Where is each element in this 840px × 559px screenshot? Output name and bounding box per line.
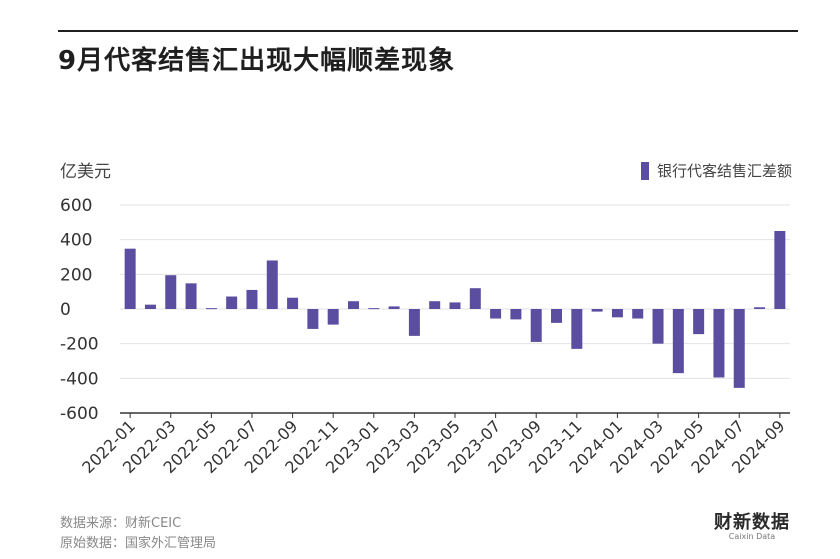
bar (693, 309, 705, 335)
bar (266, 260, 278, 309)
y-tick-label: 200 (60, 265, 92, 285)
bar (652, 309, 664, 344)
caixin-data-logo: 财新数据 Caixin Data (714, 508, 790, 541)
legend-swatch (640, 161, 649, 180)
bar (449, 302, 461, 309)
bar (733, 309, 745, 388)
legend-label: 银行代客结售汇差额 (656, 162, 792, 180)
title-rule (58, 30, 798, 32)
bar (327, 309, 339, 325)
bar (774, 231, 786, 309)
bar (226, 296, 238, 309)
bar (429, 301, 441, 309)
bar (713, 309, 725, 378)
y-tick-label: 0 (60, 300, 71, 320)
bar (388, 306, 400, 309)
footer-source: 数据来源：财新CEIC (60, 516, 182, 531)
bar (611, 309, 623, 318)
bar (307, 309, 319, 329)
y-tick-label: -200 (60, 335, 99, 355)
chart-title: 9月代客结售汇出现大幅顺差现象 (58, 46, 456, 76)
y-tick-label: 600 (60, 196, 92, 216)
bar (246, 289, 258, 309)
bar (165, 275, 177, 309)
bar (672, 309, 684, 374)
bar (754, 307, 766, 309)
y-tick-label: -600 (60, 404, 99, 424)
y-tick-label: 400 (60, 231, 92, 251)
logo-cn: 财新数据 (714, 512, 790, 533)
bar (591, 309, 603, 312)
footer-origin: 原始数据：国家外汇管理局 (60, 536, 217, 551)
bar (469, 288, 481, 309)
logo-en: Caixin Data (728, 532, 776, 541)
bar (571, 309, 583, 349)
bar (408, 309, 420, 336)
bar (368, 308, 380, 310)
y-tick-label: -400 (60, 369, 99, 389)
bar (490, 309, 502, 319)
bar (530, 309, 542, 342)
bar (551, 309, 563, 323)
bar (124, 248, 136, 309)
bar (287, 297, 299, 309)
bar (185, 283, 197, 309)
legend: 银行代客结售汇差额 (640, 160, 792, 181)
bar (144, 304, 156, 309)
bar (632, 309, 644, 319)
y-unit-label: 亿美元 (60, 162, 111, 182)
bar (510, 309, 522, 320)
bar (205, 308, 217, 310)
bar (347, 301, 359, 309)
